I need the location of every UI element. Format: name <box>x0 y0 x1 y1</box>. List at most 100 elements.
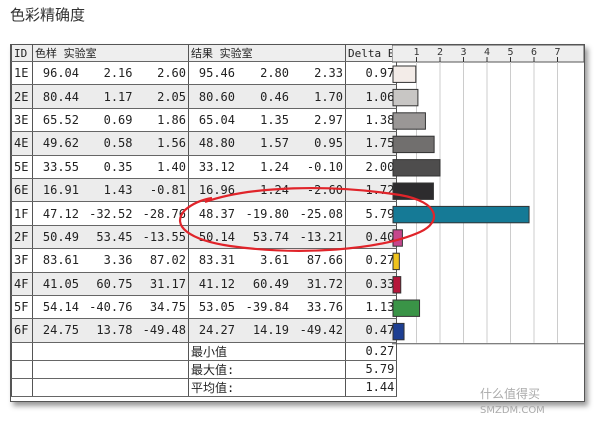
sample-value: -0.81 <box>149 183 186 198</box>
result-value: 1.57 <box>260 136 289 151</box>
bar-3E <box>392 112 426 130</box>
result-value: 2.97 <box>314 112 343 127</box>
sample-value: 96.04 <box>42 66 79 81</box>
row-id: 5F <box>11 295 33 320</box>
sample-value: 2.16 <box>103 66 133 81</box>
result-lab: 83.31 3.61 87.66 <box>188 248 346 273</box>
result-value: 3.61 <box>260 253 289 268</box>
result-value: 83.31 <box>198 253 235 268</box>
result-value: 16.96 <box>198 183 235 198</box>
table-row: 1F 47.12 -32.52 -28.76 48.37 -19.80 -25.08 5.79 <box>11 201 398 226</box>
sample-value: 16.91 <box>42 183 79 198</box>
sample-value: -28.76 <box>142 206 186 221</box>
sample-value: -49.48 <box>142 323 186 338</box>
color-accuracy-table: ID 色样 实验室 结果 实验室 Delta E 1E 96.04 2.16 2.60… <box>10 44 585 402</box>
row-id: 5E <box>11 155 33 179</box>
result-value: 33.12 <box>198 159 235 174</box>
result-value: 33.76 <box>306 300 343 315</box>
bar-1E <box>392 65 417 83</box>
sample-lab: 33.55 0.35 1.40 <box>32 155 189 179</box>
result-lab: 33.12 1.24 -0.10 <box>188 155 346 179</box>
sample-value: 60.75 <box>96 276 133 291</box>
row-id: 1E <box>11 61 33 86</box>
result-value: 24.27 <box>198 323 235 338</box>
sample-lab: 65.52 0.69 1.86 <box>32 108 189 133</box>
table-row: 3F 83.61 3.36 87.02 83.31 3.61 87.66 0.27 <box>11 248 398 273</box>
sample-lab: 47.12 -32.52 -28.76 <box>32 201 189 226</box>
result-value: 41.12 <box>198 276 235 291</box>
sample-lab: 49.62 0.58 1.56 <box>32 131 189 156</box>
sample-value: 2.05 <box>157 89 186 104</box>
header-id: ID <box>11 45 33 62</box>
result-value: 95.46 <box>198 66 235 81</box>
x-tick-label: 4 <box>484 47 490 58</box>
result-value: -2.60 <box>306 183 343 198</box>
bar-2F <box>392 229 403 247</box>
result-value: 48.80 <box>198 136 235 151</box>
sample-value: 1.40 <box>157 159 186 174</box>
table-row: 5E 33.55 0.35 1.40 33.12 1.24 -0.10 2.00 <box>11 155 398 179</box>
sample-lab: 83.61 3.36 87.02 <box>32 248 189 273</box>
result-value: -19.80 <box>245 206 289 221</box>
x-tick-label: 1 <box>413 47 419 58</box>
result-value: -39.84 <box>245 300 289 315</box>
sample-value: 83.61 <box>42 253 79 268</box>
sample-value: 0.35 <box>103 159 133 174</box>
delta-e-value: 1.13 <box>344 295 398 320</box>
x-tick-label: 2 <box>437 47 443 58</box>
result-value: 14.19 <box>252 323 289 338</box>
sample-value: 33.55 <box>42 159 79 174</box>
sample-value: -13.55 <box>142 229 186 244</box>
sample-value: 53.45 <box>96 229 133 244</box>
sample-lab: 80.44 1.17 2.05 <box>32 84 189 109</box>
sample-value: 1.86 <box>157 112 186 127</box>
delta-e-value: 0.40 <box>344 225 398 250</box>
x-tick-label: 5 <box>507 47 513 58</box>
sample-value: 49.62 <box>42 136 79 151</box>
sample-value: 3.36 <box>103 253 133 268</box>
row-id: 3F <box>11 248 33 273</box>
result-lab: 16.96 1.24 -2.60 <box>188 178 346 203</box>
row-id: 6E <box>11 178 33 203</box>
sample-value: 13.78 <box>96 323 133 338</box>
sample-value: 34.75 <box>149 300 186 315</box>
result-value: 0.95 <box>314 136 343 151</box>
row-id: 3E <box>11 108 33 133</box>
bar-1F <box>392 205 530 224</box>
result-lab: 48.80 1.57 0.95 <box>188 131 346 156</box>
row-id: 2F <box>11 225 33 250</box>
sample-lab: 16.91 1.43 -0.81 <box>32 178 189 203</box>
summary-row: 最大值: 5.79 <box>11 360 398 379</box>
table-row: 5F 54.14 -40.76 34.75 53.05 -39.84 33.76 1.13 <box>11 295 398 320</box>
delta-e-value: 1.38 <box>344 108 398 133</box>
summary-value: 5.79 <box>344 360 398 379</box>
bar-6E <box>392 182 434 200</box>
sample-value: 1.43 <box>103 183 133 198</box>
sample-lab: 24.75 13.78 -49.48 <box>32 318 189 343</box>
sample-value: 41.05 <box>42 276 79 291</box>
result-lab: 50.14 53.74 -13.21 <box>188 225 346 250</box>
result-value: 65.04 <box>198 112 235 127</box>
sample-lab: 54.14 -40.76 34.75 <box>32 295 189 320</box>
bar-4E <box>392 135 435 154</box>
sample-value: 31.17 <box>149 276 186 291</box>
result-lab: 80.60 0.46 1.70 <box>188 84 346 109</box>
header-sample: 色样 实验室 <box>32 45 189 62</box>
result-lab: 48.37 -19.80 -25.08 <box>188 201 346 226</box>
sample-value: 1.17 <box>103 89 133 104</box>
delta-e-value: 0.27 <box>344 248 398 273</box>
delta-e-value: 5.79 <box>344 201 398 226</box>
sample-lab: 41.05 60.75 31.17 <box>32 272 189 296</box>
result-value: 50.14 <box>198 229 235 244</box>
result-value: -49.42 <box>299 323 343 338</box>
result-value: -25.08 <box>299 206 343 221</box>
summary-label: 平均值: <box>188 378 346 397</box>
summary-label: 最大值: <box>188 360 346 379</box>
result-lab: 41.12 60.49 31.72 <box>188 272 346 296</box>
result-value: 1.35 <box>260 112 289 127</box>
sample-value: 50.49 <box>42 229 79 244</box>
page-title: 色彩精确度 <box>10 6 86 24</box>
result-lab: 95.46 2.80 2.33 <box>188 61 346 86</box>
x-tick-label: 7 <box>554 47 560 58</box>
row-id: 2E <box>11 84 33 109</box>
